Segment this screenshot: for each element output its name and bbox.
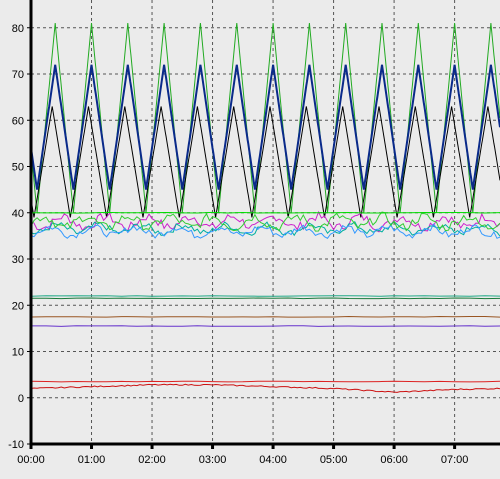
series-line-7 [30, 211, 500, 232]
y-tick-label: 40 [12, 208, 24, 220]
series-line-4 [30, 210, 500, 233]
y-tick-label: 70 [12, 69, 24, 81]
series-line-8 [30, 211, 500, 214]
y-tick-label: 0 [18, 393, 24, 405]
series-line-6 [30, 223, 500, 239]
y-tick-label: -10 [8, 439, 24, 451]
y-tick-label: 30 [12, 254, 24, 266]
x-tick-label: 03:00 [199, 454, 227, 466]
x-tick-label: 00:00 [17, 454, 45, 466]
y-tick-label: 20 [12, 300, 24, 312]
series-line-14 [30, 383, 500, 393]
series-line-10 [30, 297, 500, 300]
series-line-12 [31, 325, 500, 327]
x-tick-label: 01:00 [78, 454, 106, 466]
x-tick-label: 06:00 [380, 454, 408, 466]
series-line-2 [30, 64, 500, 190]
x-tick-label: 05:00 [320, 454, 348, 466]
y-tick-label: 80 [12, 23, 24, 35]
x-tick-label: 04:00 [259, 454, 287, 466]
y-tick-label: 60 [12, 115, 24, 127]
grid-layer [31, 0, 500, 445]
series-line-5 [30, 220, 500, 237]
series-line-13 [30, 380, 500, 383]
y-tick-label: 50 [12, 162, 24, 174]
y-tick-label: 10 [12, 347, 24, 359]
series-line-3 [30, 106, 500, 218]
axis-layer [27, 0, 500, 449]
series-layer [30, 23, 500, 393]
x-tick-label: 02:00 [138, 454, 166, 466]
label-layer: -10 0 10 20 30 40 50 60 70 80 00:00 01:00 02:00 03:00… [8, 23, 468, 466]
series-line-9 [30, 295, 500, 297]
series-line-1 [30, 23, 500, 213]
x-tick-label: 07:00 [441, 454, 469, 466]
series-line-11 [30, 315, 500, 318]
